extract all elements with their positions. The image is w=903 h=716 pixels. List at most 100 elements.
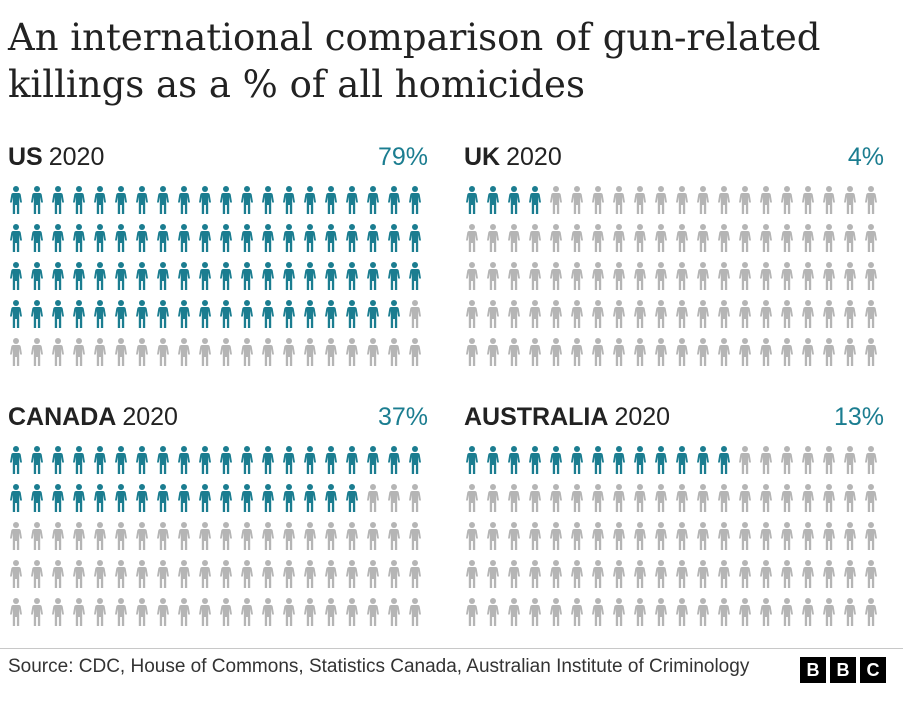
person-icon [844, 262, 856, 290]
panel-us: US 2020 79% [8, 140, 428, 366]
person-icon [325, 484, 337, 512]
person-icon [73, 522, 85, 550]
person-icon [94, 262, 106, 290]
person-icon [613, 300, 625, 328]
person-icon [697, 300, 709, 328]
person-icon [781, 186, 793, 214]
person-icon [634, 560, 646, 588]
person-icon [655, 338, 667, 366]
person-icon [823, 560, 835, 588]
person-icon [409, 262, 421, 290]
percent-label: 79% [377, 143, 428, 171]
person-icon [283, 598, 295, 626]
person-icon [718, 300, 730, 328]
person-icon [802, 338, 814, 366]
person-icon [613, 186, 625, 214]
person-icon [262, 598, 274, 626]
person-icon [220, 224, 232, 252]
person-icon [157, 224, 169, 252]
person-icon [241, 262, 253, 290]
person-icon [346, 186, 358, 214]
person-icon [487, 300, 499, 328]
person-icon [550, 338, 562, 366]
panel-header: US 2020 79% [8, 140, 428, 174]
person-icon [718, 224, 730, 252]
year-label: 2020 [48, 143, 105, 171]
person-icon [367, 484, 379, 512]
person-icon [388, 186, 400, 214]
person-icon [550, 522, 562, 550]
person-icon [487, 224, 499, 252]
person-icon [115, 186, 127, 214]
person-icon [466, 446, 478, 474]
person-icon [676, 338, 688, 366]
person-icon [865, 300, 877, 328]
person-icon [571, 338, 583, 366]
person-icon [466, 598, 478, 626]
person-icon [52, 560, 64, 588]
person-icon [781, 522, 793, 550]
person-icon [676, 446, 688, 474]
person-icon [844, 300, 856, 328]
person-icon [718, 560, 730, 588]
person-icon [367, 186, 379, 214]
person-icon [781, 262, 793, 290]
person-icon [718, 522, 730, 550]
person-icon [136, 224, 148, 252]
person-icon [178, 560, 190, 588]
person-icon [409, 446, 421, 474]
person-icon [94, 300, 106, 328]
person-icon [550, 598, 562, 626]
logo-letter: B [800, 657, 826, 683]
person-icon [262, 224, 274, 252]
person-icon [199, 484, 211, 512]
person-icon [865, 598, 877, 626]
person-icon [802, 560, 814, 588]
person-icon [865, 560, 877, 588]
person-icon [571, 262, 583, 290]
person-icon [262, 522, 274, 550]
person-icon [367, 560, 379, 588]
person-icon [529, 338, 541, 366]
person-icon [283, 522, 295, 550]
person-icon [865, 484, 877, 512]
person-icon [592, 484, 604, 512]
person-icon [739, 560, 751, 588]
person-icon [325, 598, 337, 626]
person-icon [325, 446, 337, 474]
person-icon [10, 338, 22, 366]
person-icon [697, 338, 709, 366]
person-icon [571, 224, 583, 252]
person-icon [760, 484, 772, 512]
person-icon [178, 262, 190, 290]
person-icon [676, 598, 688, 626]
person-icon [325, 522, 337, 550]
person-icon [409, 598, 421, 626]
person-icon [613, 598, 625, 626]
person-icon [571, 522, 583, 550]
person-icon [241, 560, 253, 588]
person-icon [325, 262, 337, 290]
person-icon [865, 224, 877, 252]
person-icon [802, 522, 814, 550]
person-icon [466, 224, 478, 252]
person-icon [823, 262, 835, 290]
person-icon [487, 262, 499, 290]
person-icon [739, 338, 751, 366]
person-icon [115, 300, 127, 328]
person-icon [178, 598, 190, 626]
person-icon [178, 446, 190, 474]
person-icon [760, 224, 772, 252]
person-icon [241, 224, 253, 252]
year-label: 2020 [614, 403, 671, 431]
person-icon [115, 560, 127, 588]
person-icon [508, 338, 520, 366]
person-icon [367, 338, 379, 366]
person-icon [178, 300, 190, 328]
person-icon [844, 522, 856, 550]
person-icon [346, 598, 358, 626]
person-icon [283, 338, 295, 366]
person-icon [550, 186, 562, 214]
person-icon [592, 186, 604, 214]
person-icon [844, 338, 856, 366]
